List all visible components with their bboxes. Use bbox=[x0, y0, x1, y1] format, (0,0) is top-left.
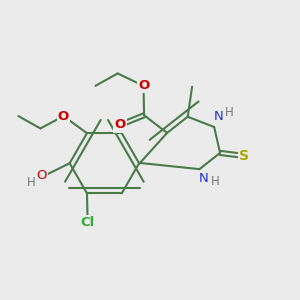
Text: O: O bbox=[114, 118, 126, 131]
Text: O: O bbox=[58, 110, 69, 123]
Text: N: N bbox=[214, 110, 224, 123]
Text: N: N bbox=[199, 172, 209, 185]
Text: Cl: Cl bbox=[80, 216, 95, 229]
Text: H: H bbox=[210, 175, 219, 188]
Text: O: O bbox=[36, 169, 47, 182]
Text: S: S bbox=[239, 149, 249, 163]
Text: O: O bbox=[138, 79, 149, 92]
Text: H: H bbox=[27, 176, 36, 189]
Text: H: H bbox=[225, 106, 234, 119]
